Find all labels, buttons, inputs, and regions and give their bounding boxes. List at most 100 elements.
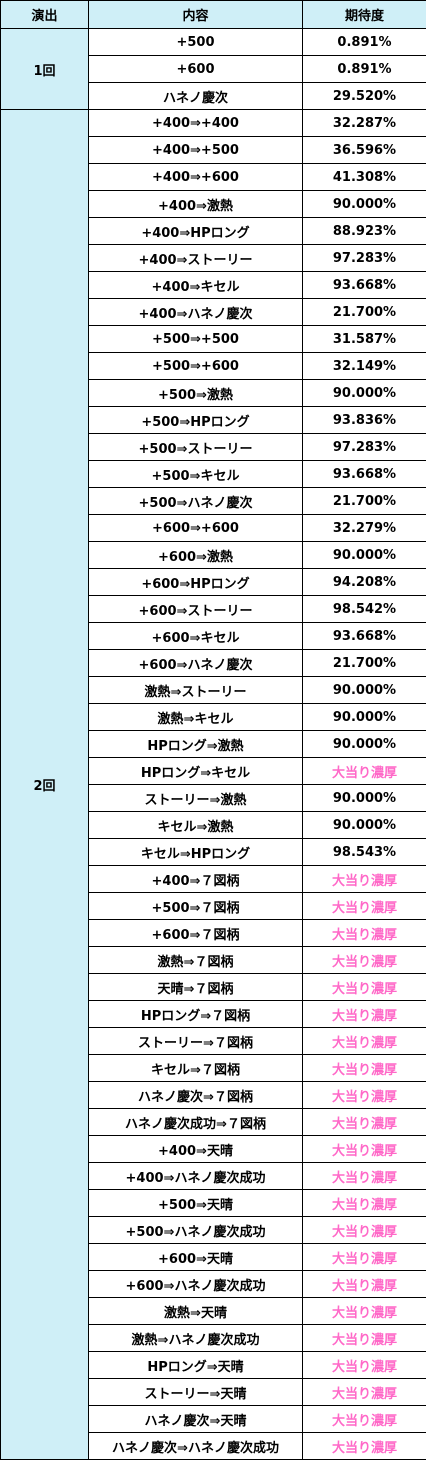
content-cell: 激熱⇒天晴 — [88, 1297, 303, 1325]
table-row: ストーリー⇒７図柄 大当り濃厚 — [1, 1027, 426, 1055]
content-cell: +500⇒キセル — [88, 460, 303, 488]
group-label: 1回 — [0, 28, 89, 110]
expectation-hot-cell: 大当り濃厚 — [302, 1000, 426, 1028]
table-row: +500⇒HPロング 93.836% — [1, 406, 426, 434]
content-cell: ハネノ慶次⇒ハネノ慶次成功 — [88, 1432, 303, 1460]
content-cell: +600⇒HPロング — [88, 568, 303, 596]
expectation-cell: 98.543% — [302, 838, 426, 866]
content-cell: +400⇒キセル — [88, 271, 303, 299]
content-cell: +400⇒+400 — [88, 109, 303, 137]
header-content: 内容 — [88, 0, 303, 29]
expectation-hot-cell: 大当り濃厚 — [302, 1054, 426, 1082]
content-cell: ハネノ慶次⇒７図柄 — [88, 1081, 303, 1109]
content-cell: +500⇒ハネノ慶次 — [88, 487, 303, 515]
expectation-hot-cell: 大当り濃厚 — [302, 1189, 426, 1217]
expectation-cell: 36.596% — [302, 136, 426, 164]
table-row: +600 0.891% — [1, 55, 426, 83]
content-cell: +400⇒+600 — [88, 163, 303, 191]
expectation-cell: 41.308% — [302, 163, 426, 191]
table-row: +500⇒キセル 93.668% — [1, 460, 426, 488]
content-cell: +500⇒ストーリー — [88, 433, 303, 461]
table-row: 激熱⇒天晴 大当り濃厚 — [1, 1297, 426, 1325]
content-cell: +400⇒+500 — [88, 136, 303, 164]
table-row: +500⇒ハネノ慶次成功 大当り濃厚 — [1, 1216, 426, 1244]
table-row: +400⇒キセル 93.668% — [1, 271, 426, 299]
expectation-cell: 0.891% — [302, 55, 426, 83]
content-cell: +600⇒天晴 — [88, 1243, 303, 1271]
table-row: +500⇒激熱 90.000% — [1, 379, 426, 407]
content-cell: +500 — [88, 28, 303, 56]
expectation-hot-cell: 大当り濃厚 — [302, 1324, 426, 1352]
content-cell: +400⇒７図柄 — [88, 865, 303, 893]
content-cell: ハネノ慶次 — [88, 82, 303, 110]
table-row: ハネノ慶次成功⇒７図柄 大当り濃厚 — [1, 1108, 426, 1136]
content-cell: 激熱⇒ストーリー — [88, 676, 303, 704]
content-cell: +500⇒+500 — [88, 325, 303, 353]
expectation-hot-cell: 大当り濃厚 — [302, 946, 426, 974]
expectation-hot-cell: 大当り濃厚 — [302, 1432, 426, 1460]
expectation-cell: 97.283% — [302, 433, 426, 461]
table-row: +600⇒ストーリー 98.542% — [1, 595, 426, 623]
content-cell: +600⇒キセル — [88, 622, 303, 650]
content-cell: +500⇒天晴 — [88, 1189, 303, 1217]
expectation-hot-cell: 大当り濃厚 — [302, 1216, 426, 1244]
expectation-hot-cell: 大当り濃厚 — [302, 1243, 426, 1271]
expectation-cell: 32.279% — [302, 514, 426, 542]
table-row: +600⇒+600 32.279% — [1, 514, 426, 542]
content-cell: 激熱⇒キセル — [88, 703, 303, 731]
content-cell: HPロング⇒７図柄 — [88, 1000, 303, 1028]
expectation-cell: 90.000% — [302, 541, 426, 569]
expectation-hot-cell: 大当り濃厚 — [302, 1162, 426, 1190]
expectation-cell: 31.587% — [302, 325, 426, 353]
table-row: 1回 +500 0.891% — [0, 28, 426, 110]
table-row: +400⇒ハネノ慶次 21.700% — [1, 298, 426, 326]
expectation-cell: 29.520% — [302, 82, 426, 110]
expectation-cell: 21.700% — [302, 649, 426, 677]
table-row: HPロング⇒７図柄 大当り濃厚 — [1, 1000, 426, 1028]
content-cell: +400⇒激熱 — [88, 190, 303, 218]
table-row: +400⇒激熱 90.000% — [1, 190, 426, 218]
table-row: +400⇒+500 36.596% — [1, 136, 426, 164]
expectation-cell: 32.287% — [302, 109, 426, 137]
content-cell: +500⇒+600 — [88, 352, 303, 380]
expectation-hot-cell: 大当り濃厚 — [302, 1027, 426, 1055]
content-cell: +600 — [88, 55, 303, 83]
expectation-cell: 93.668% — [302, 271, 426, 299]
content-cell: +600⇒ハネノ慶次成功 — [88, 1270, 303, 1298]
content-cell: HPロング⇒天晴 — [88, 1351, 303, 1379]
table-row: ストーリー⇒天晴 大当り濃厚 — [1, 1378, 426, 1406]
content-cell: ストーリー⇒７図柄 — [88, 1027, 303, 1055]
table-row: 激熱⇒ストーリー 90.000% — [1, 676, 426, 704]
content-cell: ハネノ慶次⇒天晴 — [88, 1405, 303, 1433]
expectation-cell: 90.000% — [302, 730, 426, 758]
expectation-cell: 94.208% — [302, 568, 426, 596]
table-row: +400⇒天晴 大当り濃厚 — [1, 1135, 426, 1163]
expectation-cell: 21.700% — [302, 298, 426, 326]
table-row: +500⇒天晴 大当り濃厚 — [1, 1189, 426, 1217]
content-cell: +400⇒ストーリー — [88, 244, 303, 272]
table-row: +400⇒+600 41.308% — [1, 163, 426, 191]
content-cell: +600⇒ストーリー — [88, 595, 303, 623]
content-cell: 天晴⇒７図柄 — [88, 973, 303, 1001]
table-body: 1回 +500 0.891% +600 0.891% ハネノ慶次 29.520% 2回 +400… — [0, 28, 426, 1460]
content-cell: キセル⇒７図柄 — [88, 1054, 303, 1082]
expectation-hot-cell: 大当り濃厚 — [302, 1081, 426, 1109]
expectation-cell: 93.668% — [302, 460, 426, 488]
table-row: キセル⇒激熱 90.000% — [1, 811, 426, 839]
expectation-hot-cell: 大当り濃厚 — [302, 1297, 426, 1325]
content-cell: +500⇒激熱 — [88, 379, 303, 407]
expectation-cell: 90.000% — [302, 190, 426, 218]
expectation-cell: 90.000% — [302, 379, 426, 407]
content-cell: +600⇒７図柄 — [88, 919, 303, 947]
table-row: ハネノ慶次⇒ハネノ慶次成功 大当り濃厚 — [1, 1432, 426, 1460]
header-performance: 演出 — [0, 0, 89, 29]
content-cell: +400⇒ハネノ慶次成功 — [88, 1162, 303, 1190]
table-row: +600⇒７図柄 大当り濃厚 — [1, 919, 426, 947]
table-row: キセル⇒７図柄 大当り濃厚 — [1, 1054, 426, 1082]
expectation-hot-cell: 大当り濃厚 — [302, 1351, 426, 1379]
table-row: 激熱⇒ハネノ慶次成功 大当り濃厚 — [1, 1324, 426, 1352]
expectation-cell: 93.668% — [302, 622, 426, 650]
table-row: +500⇒ハネノ慶次 21.700% — [1, 487, 426, 515]
expectation-hot-cell: 大当り濃厚 — [302, 1135, 426, 1163]
table-row: ハネノ慶次⇒天晴 大当り濃厚 — [1, 1405, 426, 1433]
